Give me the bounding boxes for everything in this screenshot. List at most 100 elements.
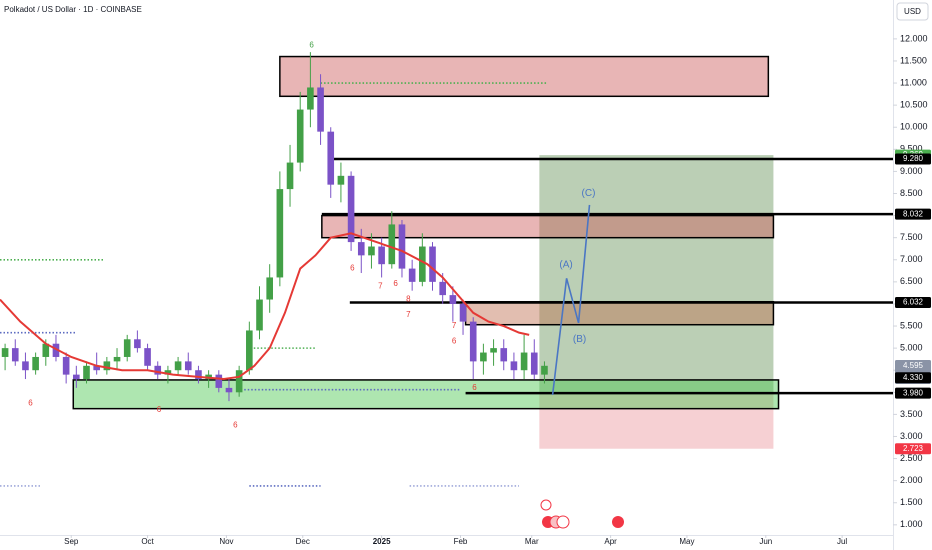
price-label: 9.280: [903, 154, 924, 163]
candle-body: [439, 281, 446, 296]
event-icon[interactable]: [540, 499, 552, 511]
x-tick-label: May: [679, 537, 694, 546]
x-tick-label: Apr: [604, 537, 617, 546]
event-icon[interactable]: [556, 515, 570, 529]
candle-body: [164, 370, 172, 375]
y-tick-label: 9.500: [900, 144, 923, 154]
candle-body: [123, 339, 131, 357]
candle-body: [378, 246, 385, 265]
y-tick-label: 12.000: [900, 33, 928, 43]
price-label-box: [895, 208, 931, 220]
candle-body: [174, 361, 182, 371]
candle-body: [103, 361, 111, 371]
candle-body: [469, 321, 477, 362]
candle-body: [480, 352, 487, 362]
candle-body: [113, 356, 121, 362]
y-tick-label: 2.500: [900, 453, 923, 463]
td-marker: 6: [28, 398, 33, 407]
y-tick-label: 3.500: [900, 409, 923, 419]
x-tick-label: Nov: [219, 537, 233, 546]
candle-body: [184, 361, 192, 371]
td-marker: 6: [350, 264, 355, 273]
price-label: 2.723: [903, 444, 924, 453]
y-tick-label: 9.000: [900, 166, 923, 176]
candle-body: [337, 175, 345, 185]
td-marker: 7: [406, 310, 411, 319]
candle-body: [225, 387, 233, 393]
candle-body: [1, 348, 9, 357]
candle-body: [286, 162, 294, 190]
candle-body: [510, 361, 518, 371]
candle-body: [419, 246, 426, 282]
y-tick-label: 10.500: [900, 100, 928, 110]
candle-body: [83, 365, 90, 380]
candle-body: [327, 131, 335, 185]
wave-label: (C): [582, 188, 596, 199]
candle-body: [459, 303, 467, 322]
zone: [279, 55, 770, 98]
price-label-box: [895, 372, 931, 384]
candle-body: [195, 370, 202, 380]
td-marker: 6: [452, 337, 457, 346]
price-label: 3.980: [903, 388, 924, 397]
moving-average: [0, 232, 530, 381]
candle-body: [408, 268, 416, 282]
y-tick-label: 8.500: [900, 188, 923, 198]
y-tick-label: 5.500: [900, 320, 923, 330]
event-icon[interactable]: [612, 516, 624, 528]
td-marker: 7: [378, 281, 383, 290]
y-tick-label: 6.500: [900, 276, 923, 286]
td-marker: 6: [309, 41, 314, 50]
currency-label: USD: [904, 7, 921, 16]
candle-body: [388, 224, 396, 265]
candle-body: [490, 348, 497, 353]
x-tick-label: Mar: [525, 537, 539, 546]
candle-body: [11, 348, 19, 362]
candle-body: [266, 277, 273, 300]
candle-body: [154, 365, 162, 375]
candle-body: [368, 246, 375, 256]
candle-body: [93, 365, 100, 371]
candle-body: [32, 356, 39, 371]
y-tick-label: 10.000: [900, 122, 928, 132]
td-marker: 6: [157, 405, 162, 414]
candle-body: [429, 246, 436, 282]
y-tick-label: 3.000: [900, 431, 923, 441]
bottom-icons: [540, 499, 624, 529]
zone: [321, 214, 775, 239]
candle-body: [398, 224, 406, 269]
y-tick-label: 7.000: [900, 254, 923, 264]
wave-path: [551, 204, 591, 396]
y-tick-label: 1.500: [900, 497, 923, 507]
td-marker: 6: [233, 421, 238, 430]
candle-body: [296, 109, 304, 163]
currency-button[interactable]: [896, 2, 929, 21]
candle-body: [235, 370, 243, 393]
candle-body: [22, 361, 29, 371]
candle-body: [449, 295, 457, 304]
x-tick-label: Jul: [837, 537, 847, 546]
candle-body: [42, 343, 50, 357]
candle-body: [530, 352, 538, 375]
candle-body: [134, 339, 141, 349]
x-tick-label: Oct: [141, 537, 154, 546]
td-marker: 6: [472, 383, 477, 392]
x-tick-label: 2025: [373, 537, 391, 546]
wave-label: (B): [573, 334, 586, 345]
y-tick-label: 7.500: [900, 232, 923, 242]
y-tick-label: 5.000: [900, 343, 923, 353]
candle-body: [52, 343, 60, 357]
price-label-box: [895, 297, 931, 309]
candle-body: [215, 374, 223, 388]
candle-body: [317, 87, 324, 132]
y-tick-label: 11.500: [900, 55, 927, 65]
price-label: 6.032: [903, 298, 924, 307]
y-tick-label: 2.000: [900, 475, 923, 485]
candle-body: [246, 330, 253, 371]
candle-body: [256, 299, 263, 331]
candle-body: [276, 189, 284, 278]
candle-body: [307, 87, 314, 110]
price-label-box: [895, 443, 931, 455]
